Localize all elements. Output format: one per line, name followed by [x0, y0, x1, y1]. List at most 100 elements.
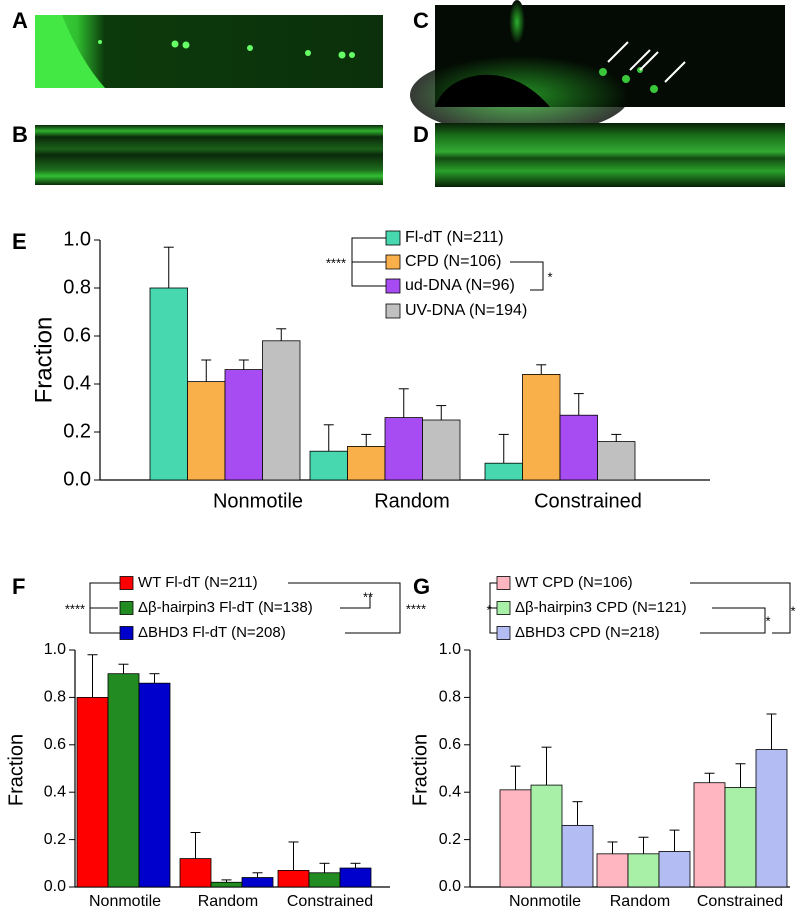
x-tick-label: Nonmotile — [509, 893, 581, 910]
y-tick-label: 0.8 — [439, 689, 461, 706]
bar — [596, 853, 629, 888]
significance-label: * — [547, 269, 552, 284]
significance-bracket — [510, 261, 544, 291]
bar — [499, 789, 532, 888]
bar — [138, 682, 171, 888]
y-tick-label: 0.2 — [63, 420, 91, 442]
x-tick-label: Constrained — [697, 893, 783, 910]
panel-label: D — [413, 122, 429, 147]
kymograph — [435, 123, 785, 187]
bar — [262, 340, 301, 481]
bar — [422, 419, 461, 481]
bar — [693, 782, 726, 888]
legend-swatch — [119, 576, 134, 590]
legend-label: ΔBHD3 Fl-dT (N=208) — [138, 624, 286, 641]
bar — [522, 373, 561, 481]
significance-bracket — [340, 595, 371, 609]
y-tick-label: 0.0 — [63, 468, 91, 490]
y-tick-label: 0.2 — [44, 831, 66, 848]
panel-label: E — [12, 229, 27, 254]
y-axis-label: Fraction — [30, 317, 57, 404]
micrograph-shadow — [435, 74, 550, 107]
bar — [347, 445, 386, 481]
bar — [755, 749, 788, 888]
legend-label: ΔBHD3 CPD (N=218) — [515, 624, 660, 641]
legend-swatch — [496, 626, 511, 640]
bar — [339, 867, 372, 888]
y-tick-label: 0.0 — [439, 878, 461, 895]
bar — [627, 853, 660, 888]
significance-bracket — [700, 607, 766, 634]
bar — [149, 287, 188, 481]
y-axis-label: Fraction — [409, 734, 431, 806]
y-tick-label: 1.0 — [63, 228, 91, 250]
x-tick-label: Random — [610, 893, 670, 910]
legend-swatch — [119, 626, 134, 640]
panel-label: C — [413, 8, 429, 33]
panel-label: B — [12, 122, 28, 147]
legend-swatch — [385, 278, 401, 294]
y-tick-label: 0.6 — [63, 324, 91, 346]
y-tick-label: 1.0 — [44, 641, 66, 658]
y-tick-label: 1.0 — [439, 641, 461, 658]
significance-label: * — [486, 602, 491, 617]
legend-swatch — [119, 601, 134, 615]
y-tick-label: 0.4 — [44, 783, 66, 800]
micrograph-glow — [509, 0, 525, 44]
significance-label: **** — [326, 255, 346, 270]
legend-label: Δβ-hairpin3 Fl-dT (N=138) — [138, 599, 313, 616]
significance-label: **** — [65, 601, 85, 616]
significance-bracket — [690, 582, 791, 634]
panel-label: F — [12, 574, 25, 599]
y-tick-label: 0.6 — [44, 736, 66, 753]
legend-swatch — [385, 303, 401, 319]
panel-label: G — [413, 574, 430, 599]
legend-swatch — [385, 254, 401, 270]
significance-label: **** — [406, 601, 426, 616]
x-tick-label: Nonmotile — [89, 893, 161, 910]
y-tick-label: 0.6 — [439, 736, 461, 753]
micrograph-glow — [35, 15, 105, 88]
x-tick-label: Nonmotile — [213, 490, 303, 512]
y-tick-label: 0.8 — [44, 689, 66, 706]
bar — [76, 697, 109, 888]
kymograph — [35, 125, 383, 185]
y-tick-label: 0.2 — [439, 831, 461, 848]
bar — [210, 881, 243, 888]
bar — [107, 673, 140, 888]
legend-label: ud-DNA (N=96) — [405, 277, 515, 294]
y-tick-label: 0.4 — [63, 372, 91, 394]
bar — [308, 872, 341, 888]
legend-label: CPD (N=106) — [405, 253, 501, 270]
bar — [561, 824, 594, 888]
y-axis-label: Fraction — [5, 734, 27, 806]
legend-label: Fl-dT (N=211) — [405, 229, 504, 246]
significance-bracket — [288, 582, 401, 634]
bar — [724, 787, 757, 888]
legend-label: WT Fl-dT (N=211) — [138, 574, 258, 591]
bar — [224, 369, 263, 481]
arrows — [607, 41, 686, 83]
significance-label: * — [765, 613, 770, 628]
bar — [484, 462, 523, 481]
y-tick-label: 0.4 — [439, 783, 461, 800]
x-tick-label: Constrained — [287, 893, 373, 910]
bar — [658, 851, 691, 888]
x-tick-label: Random — [198, 893, 258, 910]
legend-label: WT CPD (N=106) — [515, 574, 633, 591]
panel-label: A — [12, 8, 28, 33]
legend-swatch — [496, 601, 511, 615]
bar — [277, 870, 310, 888]
bar — [597, 441, 636, 481]
legend-swatch — [496, 576, 511, 590]
micrograph-spots — [98, 40, 355, 59]
y-tick-label: 0.8 — [63, 276, 91, 298]
significance-label: ** — [363, 589, 373, 604]
x-tick-label: Random — [374, 490, 450, 512]
bar — [187, 381, 226, 481]
y-tick-label: 0.0 — [44, 878, 66, 895]
significance-label: * — [790, 603, 795, 618]
bar — [559, 414, 598, 481]
